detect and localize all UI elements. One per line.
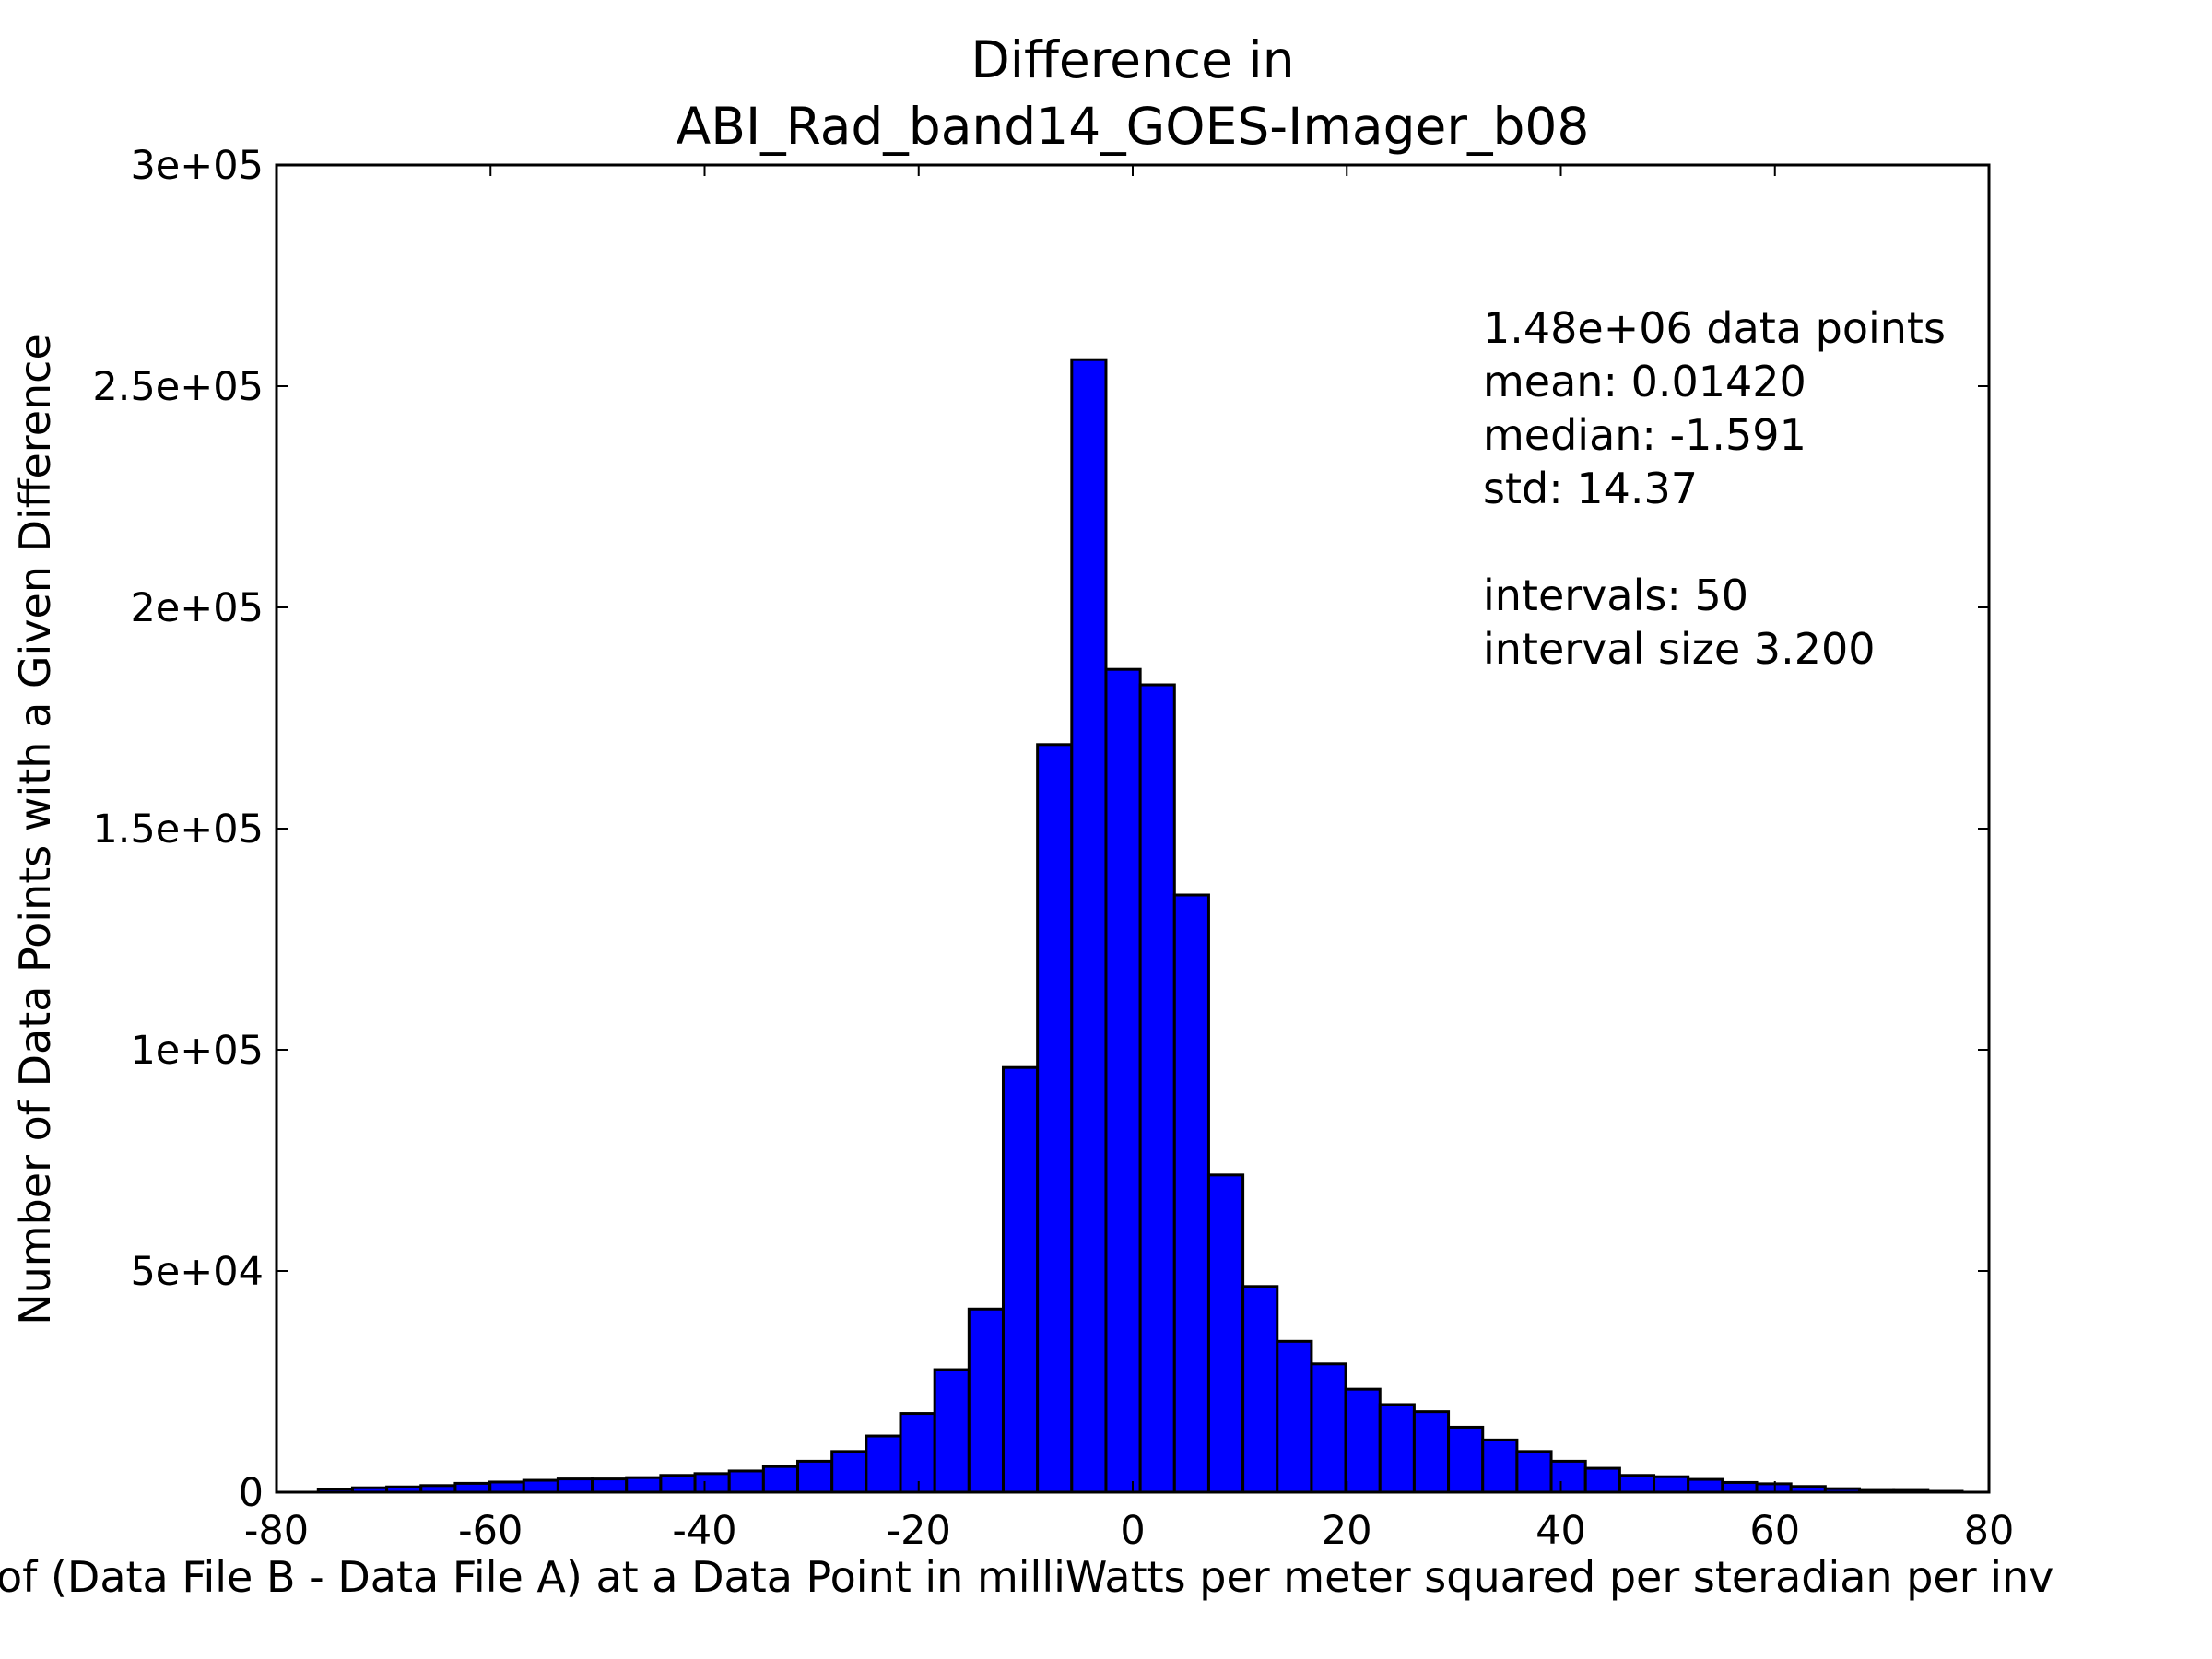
- histogram-bar: [1276, 1339, 1313, 1494]
- histogram-bar: [1001, 1065, 1040, 1494]
- histogram-bar: [1447, 1425, 1485, 1494]
- histogram-bar: [1036, 743, 1074, 1494]
- histogram-bar: [1344, 1387, 1382, 1494]
- histogram-bar: [488, 1480, 525, 1494]
- histogram-bar: [693, 1472, 731, 1494]
- y-tick-label: 0: [239, 1470, 264, 1516]
- histogram-bar: [1583, 1466, 1621, 1494]
- histogram-bar: [1481, 1438, 1519, 1494]
- histogram-bar: [1687, 1477, 1724, 1494]
- histogram-bar: [865, 1434, 902, 1494]
- histogram-bar: [1653, 1475, 1690, 1494]
- x-tick-label: 80: [1964, 1508, 2015, 1554]
- y-axis-label: Number of Data Points with a Given Diffe…: [10, 334, 60, 1325]
- y-tick-label: 5e+04: [130, 1249, 264, 1295]
- x-tick-label: 20: [1322, 1508, 1372, 1554]
- histogram-bar: [1378, 1403, 1416, 1494]
- histogram-bar: [761, 1465, 800, 1494]
- stats-line: median: -1.591: [1483, 410, 1806, 460]
- histogram-bar: [1721, 1480, 1759, 1494]
- stats-line: std: 14.37: [1483, 464, 1698, 513]
- histogram-bar: [556, 1477, 594, 1494]
- histogram-bar: [1104, 667, 1142, 1494]
- histogram-bar: [625, 1476, 663, 1494]
- histogram-bar: [1618, 1474, 1656, 1494]
- histogram-bar: [1310, 1362, 1347, 1494]
- histogram-bar: [899, 1412, 936, 1494]
- stats-line: interval size 3.200: [1483, 624, 1876, 674]
- histogram-bar: [659, 1474, 697, 1494]
- x-tick-label: -20: [887, 1508, 951, 1554]
- y-tick-label: 1.5e+05: [92, 806, 264, 853]
- histogram-bar: [1412, 1410, 1451, 1494]
- histogram-bar: [967, 1307, 1005, 1494]
- x-tick-label: -60: [458, 1508, 523, 1554]
- stats-line: mean: 0.01420: [1483, 357, 1806, 406]
- y-tick-label: 3e+05: [130, 143, 264, 189]
- chart-title-line1: Difference in: [971, 30, 1294, 89]
- histogram-bar: [727, 1469, 765, 1494]
- y-tick-label: 1e+05: [130, 1028, 264, 1074]
- histogram-bar: [1070, 358, 1108, 1494]
- y-tick-label: 2e+05: [130, 585, 264, 631]
- histogram-bar: [591, 1477, 629, 1494]
- histogram-bar: [933, 1368, 971, 1494]
- x-axis-label: of (Data File B - Data File A) at a Data…: [0, 1552, 2053, 1602]
- ticks-group: -80 -60 -40 -20 0 20 40 60 80 0 5e+04 1e+05 1.5e+05 2…: [92, 143, 2014, 1554]
- histogram-bar: [1549, 1459, 1587, 1494]
- histogram-bar: [1241, 1285, 1279, 1494]
- x-tick-label: -40: [672, 1508, 736, 1554]
- histogram-bar: [1206, 1173, 1245, 1494]
- chart-title-line2: ABI_Rad_band14_GOES-Imager_b08: [677, 97, 1590, 156]
- stats-line: 1.48e+06 data points: [1483, 303, 1946, 353]
- bars-group: [316, 358, 1964, 1494]
- histogram-bar: [522, 1478, 559, 1494]
- stats-line: intervals: 50: [1483, 571, 1748, 620]
- x-tick-label: 0: [1120, 1508, 1145, 1554]
- x-tick-label: 60: [1749, 1508, 1800, 1554]
- histogram-bar: [1515, 1450, 1553, 1494]
- histogram-bar: [830, 1450, 868, 1494]
- histogram-bar: [796, 1459, 834, 1494]
- y-tick-label: 2.5e+05: [92, 364, 264, 410]
- x-tick-label: -80: [244, 1508, 309, 1554]
- histogram-bar: [1138, 683, 1176, 1494]
- histogram-bar: [1172, 893, 1210, 1494]
- x-tick-label: 40: [1535, 1508, 1586, 1554]
